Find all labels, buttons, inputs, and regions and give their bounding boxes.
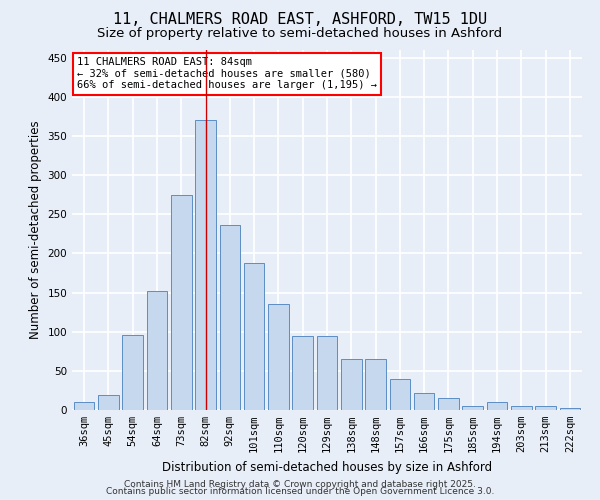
Bar <box>122 335 143 410</box>
X-axis label: Distribution of semi-detached houses by size in Ashford: Distribution of semi-detached houses by … <box>162 460 492 473</box>
Bar <box>535 406 556 410</box>
Bar <box>438 398 459 410</box>
Bar <box>414 393 434 410</box>
Text: Contains HM Land Registry data © Crown copyright and database right 2025.: Contains HM Land Registry data © Crown c… <box>124 480 476 489</box>
Y-axis label: Number of semi-detached properties: Number of semi-detached properties <box>29 120 42 340</box>
Bar <box>487 402 508 410</box>
Text: Contains public sector information licensed under the Open Government Licence 3.: Contains public sector information licen… <box>106 488 494 496</box>
Text: 11, CHALMERS ROAD EAST, ASHFORD, TW15 1DU: 11, CHALMERS ROAD EAST, ASHFORD, TW15 1D… <box>113 12 487 28</box>
Bar <box>292 336 313 410</box>
Bar <box>341 359 362 410</box>
Bar <box>74 402 94 410</box>
Bar <box>365 359 386 410</box>
Bar <box>220 224 240 410</box>
Text: 11 CHALMERS ROAD EAST: 84sqm
← 32% of semi-detached houses are smaller (580)
66%: 11 CHALMERS ROAD EAST: 84sqm ← 32% of se… <box>77 57 377 90</box>
Bar <box>98 395 119 410</box>
Bar <box>195 120 216 410</box>
Bar <box>560 408 580 410</box>
Bar <box>511 406 532 410</box>
Bar <box>389 378 410 410</box>
Text: Size of property relative to semi-detached houses in Ashford: Size of property relative to semi-detach… <box>97 28 503 40</box>
Bar <box>146 291 167 410</box>
Bar <box>171 195 191 410</box>
Bar <box>244 263 265 410</box>
Bar <box>463 406 483 410</box>
Bar <box>268 304 289 410</box>
Bar <box>317 336 337 410</box>
